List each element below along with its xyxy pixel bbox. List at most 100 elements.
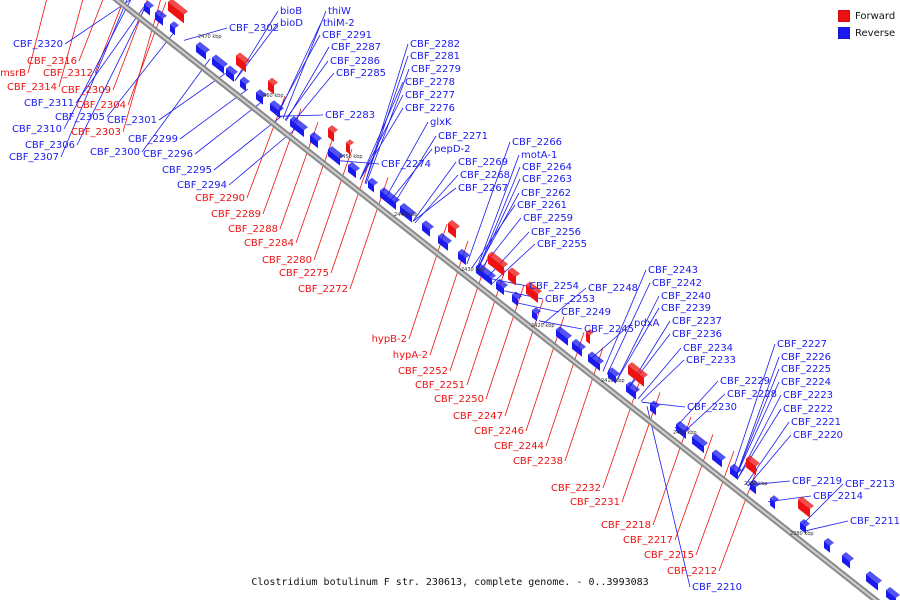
leader-line <box>290 72 335 126</box>
gene-label: pdxA <box>634 318 660 329</box>
gene-label: CBF_2299 <box>128 134 178 145</box>
leader-line <box>295 134 335 244</box>
leader-line <box>234 10 279 81</box>
gene-label: CBF_2279 <box>411 64 461 75</box>
gene-label: CBF_2302 <box>229 23 279 34</box>
gene-label: CBF_2304 <box>76 100 126 111</box>
reverse-gene <box>712 449 726 468</box>
gene-label: CBF_2286 <box>330 56 380 67</box>
gene-label: CBF_2250 <box>434 394 484 405</box>
gene-label: CBF_2280 <box>262 255 312 266</box>
gene-label: CBF_2244 <box>494 441 544 452</box>
tick-label: 2460 kbp <box>260 93 284 99</box>
reverse-gene <box>368 177 378 193</box>
reverse-gene <box>270 100 284 119</box>
legend-reverse-label: Reverse <box>855 27 896 39</box>
leader-line <box>735 368 780 477</box>
reverse-gene <box>532 307 541 322</box>
leader-line <box>279 114 324 117</box>
gene-label: CBF_2294 <box>177 180 227 191</box>
forward-gene <box>746 455 760 476</box>
leader-line <box>477 217 522 273</box>
gene-label: CBF_2252 <box>398 366 448 377</box>
leader-line <box>747 434 792 487</box>
gene-label: CBF_2227 <box>777 339 827 350</box>
leader-line <box>76 7 146 146</box>
leader-line <box>388 148 433 203</box>
leader-line <box>804 520 849 532</box>
leader-line <box>359 107 404 180</box>
forward-gene <box>628 362 648 387</box>
reverse-gene <box>458 248 470 266</box>
reverse-gene <box>144 0 154 16</box>
gene-label: CBF_2232 <box>551 483 601 494</box>
leader-line <box>471 204 516 269</box>
forward-gene <box>448 219 460 239</box>
legend: Forward Reverse <box>838 8 898 42</box>
gene-label: CBF_2254 <box>529 281 579 292</box>
leader-line <box>141 58 211 153</box>
leader-line <box>640 359 685 402</box>
gene-label: CBF_2261 <box>517 200 567 211</box>
gene-label: CBF_2256 <box>531 227 581 238</box>
tick-label: 2400 kbp <box>673 430 697 436</box>
gene-label: CBF_2320 <box>13 39 63 50</box>
gene-label: CBF_2272 <box>298 284 348 295</box>
gene-label: CBF_2307 <box>9 152 59 163</box>
leader-line <box>538 320 583 330</box>
leader-line <box>313 148 353 261</box>
reverse-gene <box>692 433 708 454</box>
reverse-gene <box>676 421 690 439</box>
gene-label: CBF_2233 <box>686 355 736 366</box>
leader-line <box>476 166 521 272</box>
leader-line <box>412 187 457 222</box>
forward-swatch <box>838 10 850 22</box>
forward-gene <box>236 52 250 73</box>
gene-label: CBF_2228 <box>727 389 777 400</box>
gene-label: CBF_2213 <box>845 479 895 490</box>
gene-label: hypB-2 <box>372 334 407 345</box>
leader-line <box>75 6 145 104</box>
leader-line <box>735 356 780 477</box>
leader-line <box>615 307 660 382</box>
reverse-gene <box>290 116 308 138</box>
gene-label: CBF_2264 <box>522 162 572 173</box>
reverse-gene <box>608 367 620 384</box>
leader-line <box>335 160 380 165</box>
leader-line <box>637 347 682 400</box>
reverse-gene <box>240 76 250 92</box>
leader-line <box>414 174 459 224</box>
forward-gene <box>268 77 278 95</box>
gene-label: CBF_2230 <box>687 402 737 413</box>
forward-gene <box>168 0 188 24</box>
gene-label: thiM-2 <box>323 18 355 29</box>
gene-label: CBF_2242 <box>652 278 702 289</box>
tick-label: 2380 kbp <box>790 531 814 537</box>
leader-line <box>359 94 404 180</box>
reverse-gene <box>310 131 322 149</box>
tick-label: 2410 kbp <box>601 378 625 384</box>
gene-label: CBF_2238 <box>513 456 563 467</box>
gene-label: CBF_2274 <box>381 159 431 170</box>
gene-label: pepD-2 <box>434 144 471 155</box>
gene-label: CBF_2291 <box>322 30 372 41</box>
gene-label: CBF_2288 <box>228 224 278 235</box>
gene-label: CBF_2214 <box>813 491 863 502</box>
gene-label: CBF_2263 <box>522 174 572 185</box>
leader-line <box>276 34 321 115</box>
leader-line <box>615 295 660 382</box>
reverse-gene <box>438 233 452 251</box>
gene-label: CBF_2249 <box>561 307 611 318</box>
reverse-gene <box>512 291 522 307</box>
reverse-gene <box>155 9 167 26</box>
leader-line <box>602 269 647 372</box>
gene-label: bioD <box>280 18 303 29</box>
leader-line <box>365 68 410 185</box>
gene-features <box>144 0 900 600</box>
gene-label: CBF_2303 <box>71 127 121 138</box>
gene-label: CBF_2229 <box>720 376 770 387</box>
figure-caption: Clostridium botulinum F str. 230613, com… <box>251 577 649 588</box>
leader-line <box>674 380 719 429</box>
legend-reverse: Reverse <box>838 25 898 41</box>
gene-label: CBF_2301 <box>107 115 157 126</box>
